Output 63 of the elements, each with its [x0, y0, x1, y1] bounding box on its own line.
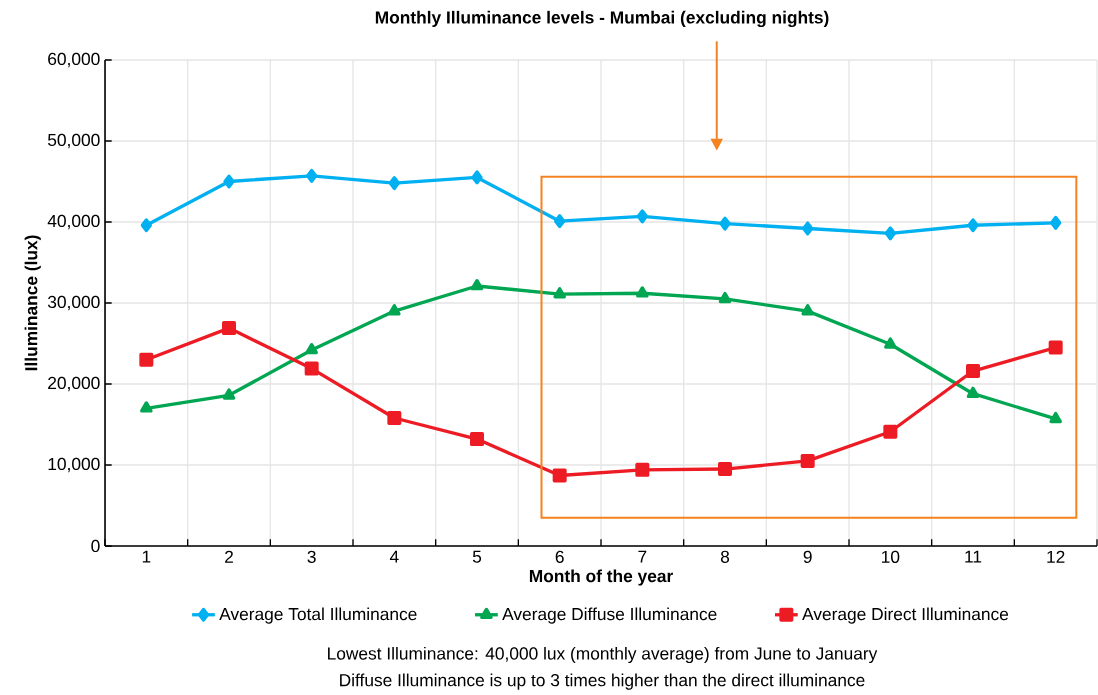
point — [470, 278, 484, 291]
point — [222, 321, 237, 336]
y-axis-title: Illuminance (lux) — [24, 235, 41, 371]
y-tick-label: 30,000 — [47, 295, 100, 311]
point — [802, 221, 814, 236]
point — [636, 286, 649, 298]
point — [554, 214, 566, 229]
y-tick-label: 50,000 — [47, 133, 100, 149]
x-tick-label: 6 — [555, 550, 564, 563]
y-tick-label: 40,000 — [47, 214, 100, 230]
x-tick-label: 2 — [225, 550, 233, 563]
x-axis-title: Month of the year — [529, 569, 673, 586]
point — [306, 168, 318, 183]
point — [884, 337, 897, 349]
text: Lowest Illuminance: 40,000 lux (monthly average) from June to January — [328, 646, 878, 664]
x-tick-label: 9 — [803, 550, 812, 563]
point — [222, 388, 236, 400]
point — [966, 386, 980, 399]
point — [718, 291, 732, 304]
y-tick-label: 60,000 — [48, 52, 100, 68]
point — [388, 304, 401, 316]
y-tick-label: 10,000 — [48, 457, 100, 473]
point — [223, 174, 235, 189]
point — [967, 218, 979, 233]
y-tick-label: 0 — [91, 539, 100, 553]
point — [139, 352, 154, 367]
legend-label: Average Total Illuminance — [219, 607, 417, 624]
point — [304, 361, 319, 376]
point — [388, 176, 401, 191]
x-tick-label: 11 — [965, 550, 982, 563]
y-tick-label: 20,000 — [48, 376, 100, 392]
point — [800, 453, 815, 468]
point — [1048, 340, 1063, 355]
point — [140, 218, 153, 233]
point — [552, 468, 567, 483]
point — [140, 401, 153, 413]
point — [719, 216, 731, 231]
point — [718, 462, 733, 477]
point — [305, 342, 318, 355]
chart-title: Monthly Illuminance levels - Mumbai (excluding nights) — [375, 10, 829, 28]
x-tick-label: 10 — [882, 550, 900, 563]
point — [635, 462, 650, 477]
text: Diffuse Illuminance is up to 3 times higher than the direct illuminance — [340, 673, 865, 690]
x-tick-label: 3 — [307, 550, 316, 563]
point — [883, 424, 898, 439]
x-tick-label: 7 — [638, 550, 647, 563]
x-tick-label: 12 — [1047, 550, 1065, 563]
point — [966, 364, 981, 379]
x-tick-label: 4 — [389, 550, 399, 563]
point — [470, 432, 485, 447]
point — [387, 411, 402, 426]
legend-label: Average Direct Illuminance — [802, 607, 1009, 624]
point — [1049, 411, 1062, 424]
point — [471, 170, 483, 185]
point — [553, 287, 566, 299]
point — [884, 226, 897, 241]
x-tick-label: 1 — [142, 550, 151, 563]
point — [636, 209, 649, 224]
x-tick-label: 8 — [720, 550, 730, 563]
legend-label: Average Diffuse Illuminance — [502, 607, 717, 624]
point — [801, 304, 814, 316]
x-tick-label: 5 — [472, 550, 482, 563]
point — [1050, 215, 1062, 230]
